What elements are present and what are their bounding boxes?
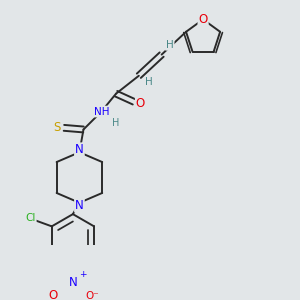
Text: N: N bbox=[75, 143, 84, 156]
Text: H: H bbox=[166, 40, 174, 50]
Text: O: O bbox=[136, 97, 145, 110]
Text: O: O bbox=[199, 13, 208, 26]
Text: S: S bbox=[54, 122, 61, 134]
Text: H: H bbox=[145, 77, 152, 87]
Text: H: H bbox=[112, 118, 120, 128]
Text: +: + bbox=[80, 270, 87, 279]
Text: Cl: Cl bbox=[26, 213, 36, 223]
Text: O⁻: O⁻ bbox=[85, 290, 99, 300]
Text: O: O bbox=[49, 289, 58, 300]
Text: NH: NH bbox=[94, 106, 109, 117]
Text: N: N bbox=[68, 276, 77, 289]
Text: N: N bbox=[75, 199, 84, 212]
